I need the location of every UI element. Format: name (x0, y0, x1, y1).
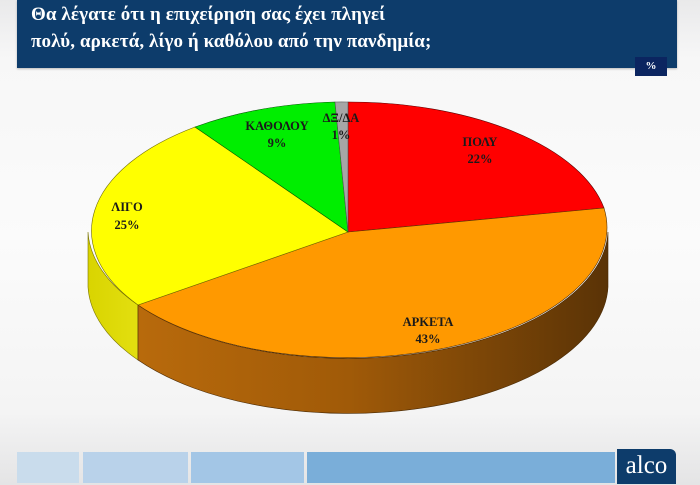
footer-bar-4 (307, 452, 615, 483)
footer-bar-2 (83, 452, 188, 483)
slice-poly[interactable] (347, 101, 605, 233)
label-dxda-pct: 1% (332, 128, 351, 142)
footer-bar-1 (17, 452, 79, 483)
slice-dxda[interactable] (334, 101, 349, 233)
label-arketa-pct: 43% (416, 332, 441, 346)
label-ligo-pct: 25% (115, 218, 140, 232)
alco-logo: alco (617, 449, 676, 484)
label-arketa-name: ΑΡΚΕΤΑ (403, 315, 454, 329)
slice-side-arketa (137, 231, 609, 414)
label-ligo-name: ΛΙΓΟ (111, 200, 143, 214)
label-katholou-name: ΚΑΘΟΛΟΥ (245, 119, 308, 133)
slice-katholou[interactable] (194, 101, 349, 233)
footer-bar-3 (191, 452, 304, 483)
unit-badge: % (635, 57, 667, 76)
title-bar: Θα λέγατε ότι η επιχείρηση σας έχει πληγ… (17, 0, 677, 68)
label-katholou-pct: 9% (268, 136, 287, 150)
label-poly-name: ΠΟΛΥ (463, 135, 498, 149)
label-poly-pct: 22% (468, 152, 493, 166)
chart-title-line-2: πολύ, αρκετά, λίγο ή καθόλου από την παν… (31, 31, 432, 52)
slice-arketa[interactable] (137, 207, 608, 358)
slice-ligo[interactable] (91, 126, 349, 306)
chart-title-line-1: Θα λέγατε ότι η επιχείρηση σας έχει πληγ… (31, 4, 386, 25)
label-dxda-name: ΔΞ/ΔΑ (323, 111, 360, 125)
